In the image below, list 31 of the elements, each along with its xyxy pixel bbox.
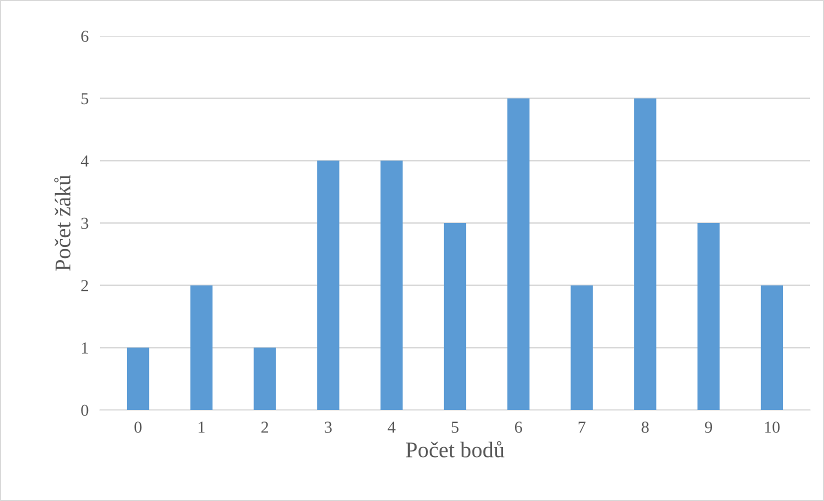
bar xyxy=(570,285,593,410)
x-axis-title: Počet bodů xyxy=(406,441,504,458)
x-tick-label: 4 xyxy=(388,422,396,433)
y-tick-label: 0 xyxy=(81,404,88,416)
x-tick-label: 8 xyxy=(642,422,649,433)
bar xyxy=(254,348,276,410)
y-axis-title: Počet žáků xyxy=(54,174,70,271)
bar xyxy=(190,285,213,410)
x-tick-label: 1 xyxy=(198,422,205,433)
y-tick-label: 3 xyxy=(81,218,88,229)
x-tick-label: 0 xyxy=(134,422,142,433)
y-tick-label: 2 xyxy=(81,280,88,292)
x-tick-label: 5 xyxy=(452,422,459,433)
x-tick-label: 3 xyxy=(324,422,332,433)
x-tick-label: 7 xyxy=(578,422,586,433)
y-tick-label: 5 xyxy=(82,93,88,104)
bar xyxy=(126,348,150,410)
bar xyxy=(760,285,784,410)
bar xyxy=(697,223,720,410)
x-tick-label: 9 xyxy=(704,422,712,433)
bar xyxy=(380,160,403,410)
bar xyxy=(507,98,530,410)
x-tick-label: 6 xyxy=(514,422,522,433)
y-tick-label: 6 xyxy=(81,30,88,42)
bar xyxy=(317,160,340,410)
y-tick-label: 4 xyxy=(80,155,89,166)
bar xyxy=(444,223,466,410)
y-tick-label: 1 xyxy=(82,342,88,354)
x-tick-label: 10 xyxy=(765,422,780,433)
bar xyxy=(634,98,656,410)
x-tick-label: 2 xyxy=(261,422,268,433)
